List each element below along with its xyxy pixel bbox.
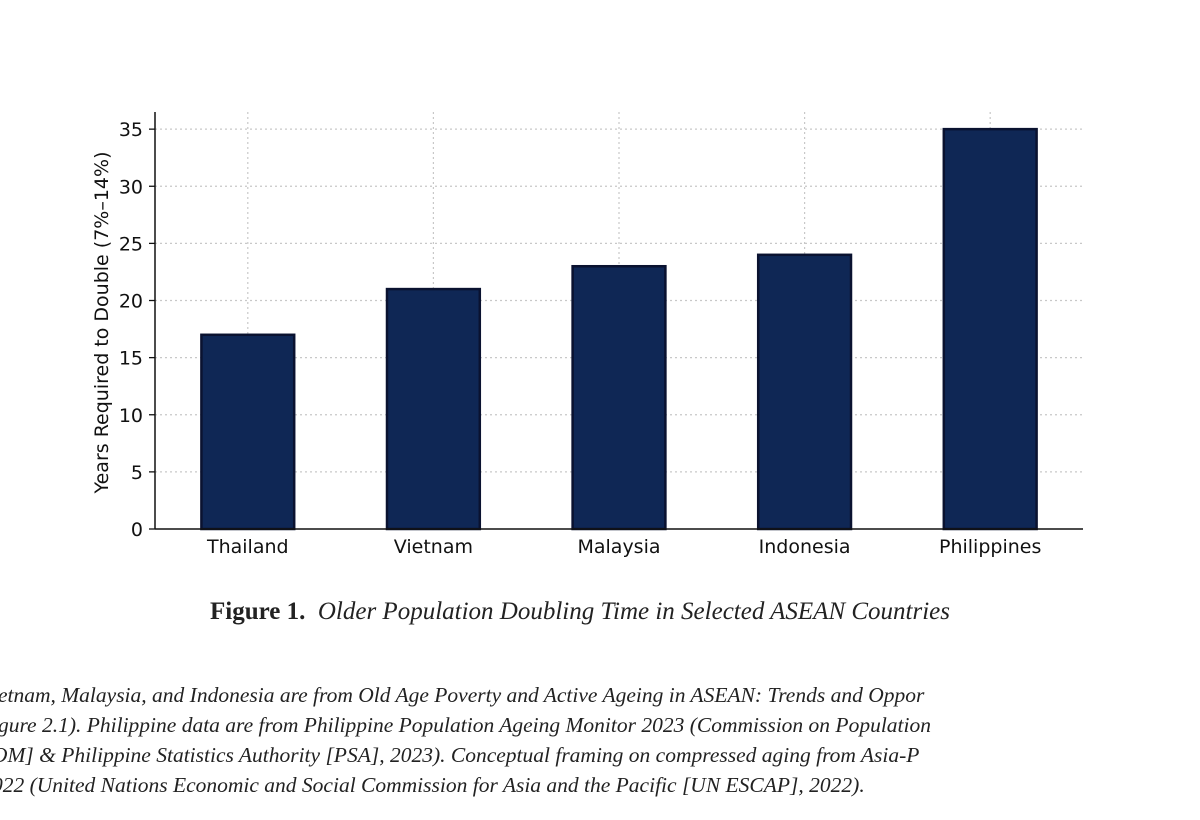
figure-caption: Figure 1. Older Population Doubling Time… — [0, 598, 1160, 626]
y-tick-label: 15 — [119, 348, 143, 370]
axes — [149, 112, 1083, 530]
y-tick-label: 0 — [131, 519, 143, 541]
y-tick-label: 20 — [119, 291, 143, 313]
bar-thailand — [200, 333, 296, 531]
bar-vietnam — [385, 287, 482, 531]
bars — [200, 127, 1038, 531]
x-tick-label: Indonesia — [759, 536, 851, 558]
x-tick-label: Thailand — [206, 536, 289, 558]
tick-labels: 0 5 10 15 20 25 30 35 Thailand Vietnam Malaysia Ind… — [119, 119, 1042, 558]
y-tick-label: 25 — [119, 233, 143, 255]
source-note-line: ietnam, Malaysia, and Indonesia are from… — [0, 683, 925, 707]
x-tick-label: Philippines — [939, 536, 1041, 558]
x-tick-label: Vietnam — [394, 536, 473, 558]
bar-chart: 0 5 10 15 20 25 30 35 Thailand Vietnam Malaysia Ind… — [91, 112, 1083, 558]
source-note: ietnam, Malaysia, and Indonesia are from… — [0, 680, 1200, 800]
y-tick-label: 30 — [119, 176, 143, 198]
x-tick-label: Malaysia — [577, 536, 660, 558]
source-note-line: igure 2.1). Philippine data are from Phi… — [0, 713, 931, 737]
figure-title: Older Population Doubling Time in Select… — [317, 598, 950, 625]
bar-indonesia — [756, 253, 853, 531]
source-note-line: 022 (United Nations Economic and Social … — [0, 773, 865, 797]
y-axis-label: Years Required to Double (7%–14%) — [91, 152, 113, 495]
source-note-line: OM] & Philippine Statistics Authority [P… — [0, 743, 920, 767]
y-tick-label: 5 — [131, 462, 143, 484]
y-tick-label: 10 — [119, 405, 143, 427]
figure-label: Figure 1. — [209, 598, 306, 625]
y-tick-label: 35 — [119, 119, 143, 141]
bar-philippines — [942, 127, 1038, 531]
bar-malaysia — [571, 264, 667, 531]
